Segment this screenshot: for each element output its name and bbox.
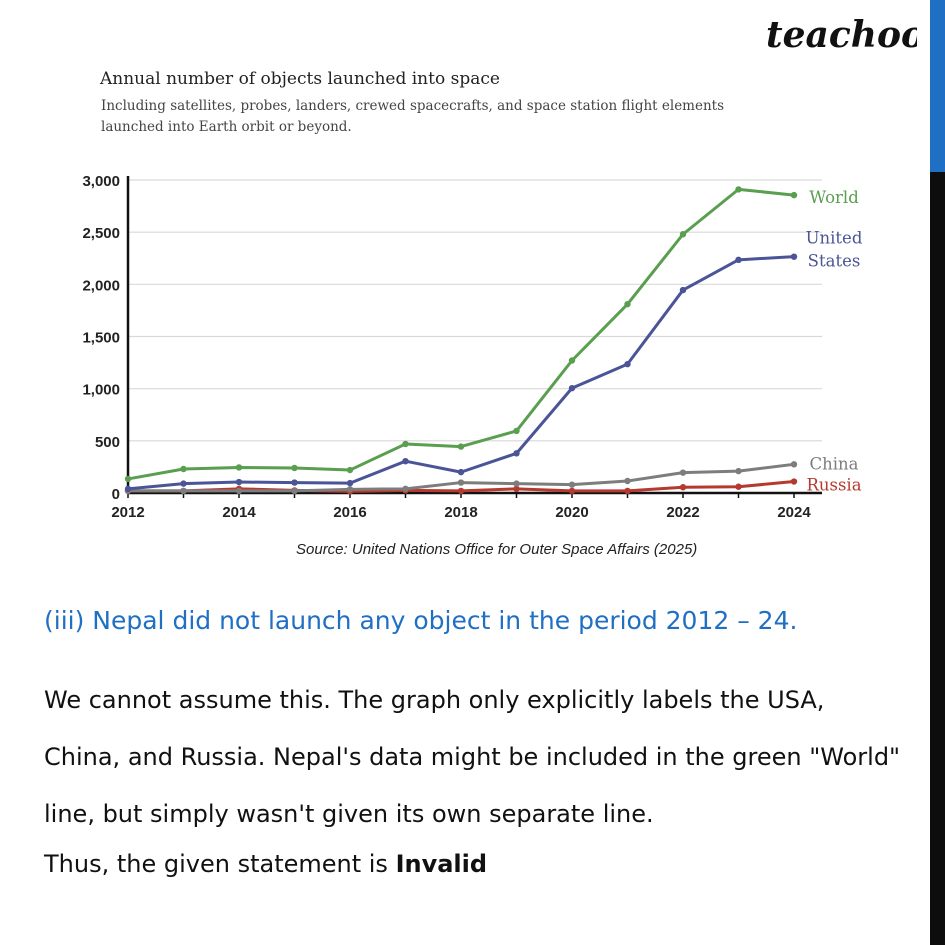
question-text: (iii) Nepal did not launch any object in… xyxy=(44,606,798,635)
data-point-united-states xyxy=(180,480,187,487)
chart-source: Source: United Nations Office for Outer … xyxy=(296,541,698,558)
data-point-united-states xyxy=(291,479,298,486)
series-label-china: China xyxy=(810,454,859,473)
data-point-united-states xyxy=(346,479,354,487)
data-point-china xyxy=(513,480,520,487)
teachoo-logo: teachoo xyxy=(766,14,925,56)
conclusion-prefix: Thus, the given statement is xyxy=(44,850,396,878)
data-point-china xyxy=(624,477,631,485)
data-point-china xyxy=(790,461,798,468)
data-point-world xyxy=(402,440,409,448)
y-tick-label: 1,000 xyxy=(82,382,120,399)
data-point-world xyxy=(568,357,576,364)
side-strip xyxy=(917,0,930,945)
series-label-united-states: United States xyxy=(806,229,863,271)
series-label-russia: Russia xyxy=(806,476,861,495)
x-tick-label: 2022 xyxy=(666,504,699,521)
data-point-world xyxy=(124,475,132,483)
data-point-world xyxy=(679,231,687,238)
x-tick-label: 2016 xyxy=(333,504,366,521)
data-point-united-states xyxy=(568,384,576,392)
data-point-world xyxy=(180,465,187,473)
data-point-world xyxy=(790,191,798,199)
data-point-united-states xyxy=(624,360,631,368)
data-point-world xyxy=(513,427,520,435)
answer-text: We cannot assume this. The graph only ex… xyxy=(44,686,901,828)
data-point-china xyxy=(735,467,742,475)
data-point-united-states xyxy=(235,478,243,486)
series-line-world xyxy=(127,187,795,481)
y-tick-label: 500 xyxy=(95,434,120,451)
data-point-world xyxy=(735,186,742,193)
data-point-china xyxy=(679,469,687,476)
data-point-world xyxy=(291,464,298,472)
data-point-united-states xyxy=(790,253,798,260)
x-tick-label: 2014 xyxy=(222,504,256,521)
x-tick-label: 2024 xyxy=(777,504,811,521)
data-point-china xyxy=(235,487,243,495)
data-point-world xyxy=(457,443,465,450)
data-point-china xyxy=(180,487,187,495)
data-point-russia xyxy=(624,487,631,495)
side-dark-bar xyxy=(930,172,945,945)
data-point-russia xyxy=(513,485,520,493)
data-point-united-states xyxy=(679,286,687,294)
y-tick-label: 0 xyxy=(112,486,120,503)
data-point-china xyxy=(346,486,354,493)
side-accent-bar xyxy=(930,0,945,172)
data-point-china xyxy=(457,479,465,486)
series-label-world: World xyxy=(809,188,859,207)
chart-title: Annual number of objects launched into s… xyxy=(100,69,500,89)
y-tick-label: 1,500 xyxy=(82,330,120,347)
x-tick-label: 2018 xyxy=(444,504,477,521)
y-tick-label: 2,500 xyxy=(82,225,120,242)
x-tick-label: 2020 xyxy=(555,504,588,521)
data-point-russia xyxy=(457,487,465,495)
data-point-united-states xyxy=(735,256,742,264)
conclusion-verdict: Invalid xyxy=(395,850,488,878)
data-point-united-states xyxy=(402,457,409,465)
line-chart: 0 500 1,000 1,500 2,000 2,500 3,000 2012 2014 201… xyxy=(82,173,863,521)
x-tick-label: 2012 xyxy=(111,504,144,521)
data-point-china xyxy=(402,485,409,493)
data-point-russia xyxy=(735,483,742,490)
data-point-russia xyxy=(679,484,687,491)
chart-subtitle: Including satellites, probes, landers, c… xyxy=(101,98,725,135)
data-point-world xyxy=(235,464,243,471)
data-point-world xyxy=(346,466,354,474)
y-tick-label: 2,000 xyxy=(82,277,120,294)
data-point-united-states xyxy=(124,485,132,493)
data-point-russia xyxy=(790,478,798,485)
data-point-china xyxy=(291,487,298,495)
data-point-united-states xyxy=(513,450,520,457)
data-point-russia xyxy=(568,487,576,495)
data-point-united-states xyxy=(457,468,465,476)
series-line-united-states xyxy=(127,255,795,491)
y-tick-label: 3,000 xyxy=(82,173,120,190)
conclusion-text: Thus, the given statement is Invalid xyxy=(44,850,487,878)
data-point-china xyxy=(568,481,576,488)
data-point-world xyxy=(624,300,631,308)
